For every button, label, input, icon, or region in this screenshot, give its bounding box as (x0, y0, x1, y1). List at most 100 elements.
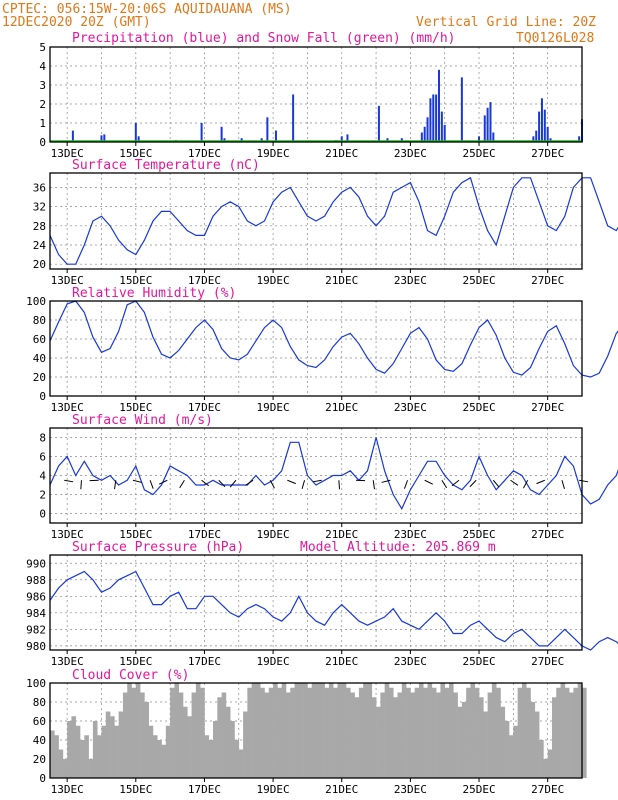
panel-frame (49, 46, 583, 143)
cloud-bar (281, 683, 287, 778)
cloud-bar (397, 692, 403, 778)
x-tick-label: 15DEC (119, 147, 152, 160)
x-tick-label: 21DEC (325, 528, 358, 541)
cloud-bar (303, 683, 308, 778)
cloud-bar (470, 683, 476, 778)
cloud-bar (170, 687, 175, 778)
precip-bar (340, 136, 343, 142)
panels: Precipitation (blue) and Snow Fall (gree… (26, 31, 618, 796)
x-tick-label: 23DEC (394, 147, 427, 160)
y-tick-label: 40 (33, 734, 46, 747)
x-tick-label: 19DEC (257, 147, 290, 160)
y-tick-label: 100 (26, 295, 46, 308)
wind-arrow (561, 480, 565, 490)
y-tick-label: 60 (33, 715, 46, 728)
cloud-bar (140, 692, 145, 778)
precip-bar (100, 135, 103, 142)
wind-arrow (441, 479, 448, 489)
cloud-bar (337, 683, 343, 778)
wind-arrow (536, 479, 546, 485)
y-tick-label: 4 (39, 470, 46, 483)
y-tick-label: 100 (26, 677, 46, 690)
cloud-bar (118, 711, 124, 778)
cloud-bar (517, 687, 523, 778)
cloud-bar (547, 749, 553, 778)
cloud-bar (183, 706, 188, 778)
precip-bar (292, 94, 295, 142)
cloud-bar (521, 683, 527, 778)
header-grid-note: Vertical Grid Line: 20Z (416, 15, 596, 30)
y-tick-label: 80 (33, 696, 46, 709)
x-tick-label: 19DEC (257, 401, 290, 414)
cloud-bar (221, 692, 227, 778)
cloud-bar (161, 744, 167, 778)
panel-3: Surface Wind (m/s) 0 2 4 6 8 13DEC 15DEC 17DEC 19… (39, 413, 618, 541)
x-tick-label: 17DEC (188, 655, 221, 668)
y-tick-label: 36 (33, 181, 46, 194)
x-tick-label: 13DEC (51, 655, 84, 668)
y-tick-label: 2 (39, 98, 46, 111)
x-tick-label: 19DEC (257, 655, 290, 668)
cloud-bar (427, 683, 433, 778)
wind-arrow (179, 479, 185, 489)
cloud-bar (333, 687, 338, 778)
wind-arrow (201, 479, 209, 487)
precip-bar (200, 123, 203, 142)
panel-title: Surface Wind (m/s) (72, 413, 213, 428)
cloud-bar (354, 697, 360, 778)
precip-bar (460, 77, 463, 142)
precip-bar (274, 130, 277, 142)
cloud-bar (539, 740, 544, 778)
wind-arrow (245, 479, 254, 486)
precip-bar (420, 132, 423, 142)
x-tick-label: 21DEC (325, 655, 358, 668)
precip-bar (535, 130, 538, 142)
precip-bar (532, 136, 535, 142)
x-tick-label: 13DEC (51, 401, 84, 414)
wind-arrow (114, 480, 117, 490)
x-tick-label: 15DEC (119, 783, 152, 796)
x-tick-label: 25DEC (462, 655, 495, 668)
x-tick-label: 21DEC (325, 274, 358, 287)
cloud-bar (551, 697, 557, 778)
cloud-bar (367, 683, 373, 778)
precip-bar (435, 94, 438, 142)
cloud-bar (457, 706, 463, 778)
series-line (49, 437, 618, 511)
cloud-bar (62, 759, 68, 778)
cloud-bar (534, 711, 540, 778)
header-model-code: TQ0126L028 (516, 31, 594, 46)
x-tick-label: 15DEC (119, 655, 152, 668)
y-tick-label: 80 (33, 314, 46, 327)
cloud-bar (251, 683, 257, 778)
precip-bar (546, 126, 549, 142)
y-tick-label: 32 (33, 201, 46, 214)
cloud-bar (384, 683, 390, 778)
cloud-bar (230, 721, 235, 778)
wind-arrow (132, 479, 142, 483)
precip-bar (423, 126, 426, 142)
cloud-bar (225, 706, 231, 778)
x-tick-label: 25DEC (462, 147, 495, 160)
y-tick-label: 982 (26, 623, 46, 636)
precip-bar (540, 98, 543, 142)
precip-bar (137, 136, 140, 142)
panel-frame (49, 172, 583, 270)
cloud-bar (144, 702, 149, 778)
x-tick-label: 25DEC (462, 528, 495, 541)
precip-bar (346, 134, 349, 142)
x-tick-label: 21DEC (325, 401, 358, 414)
precip-bar (432, 94, 435, 142)
x-tick-label: 13DEC (51, 147, 84, 160)
cloud-bar (191, 692, 197, 778)
x-tick-label: 23DEC (394, 655, 427, 668)
cloud-bar (165, 725, 171, 778)
precip-bar (543, 109, 546, 142)
wind-arrow (372, 480, 375, 490)
y-tick-label: 1 (39, 117, 46, 130)
cloud-bar (444, 687, 450, 778)
x-tick-label: 17DEC (188, 274, 221, 287)
cloud-bar (350, 692, 355, 778)
panel-frame (49, 427, 583, 524)
y-tick-label: 984 (26, 607, 46, 620)
